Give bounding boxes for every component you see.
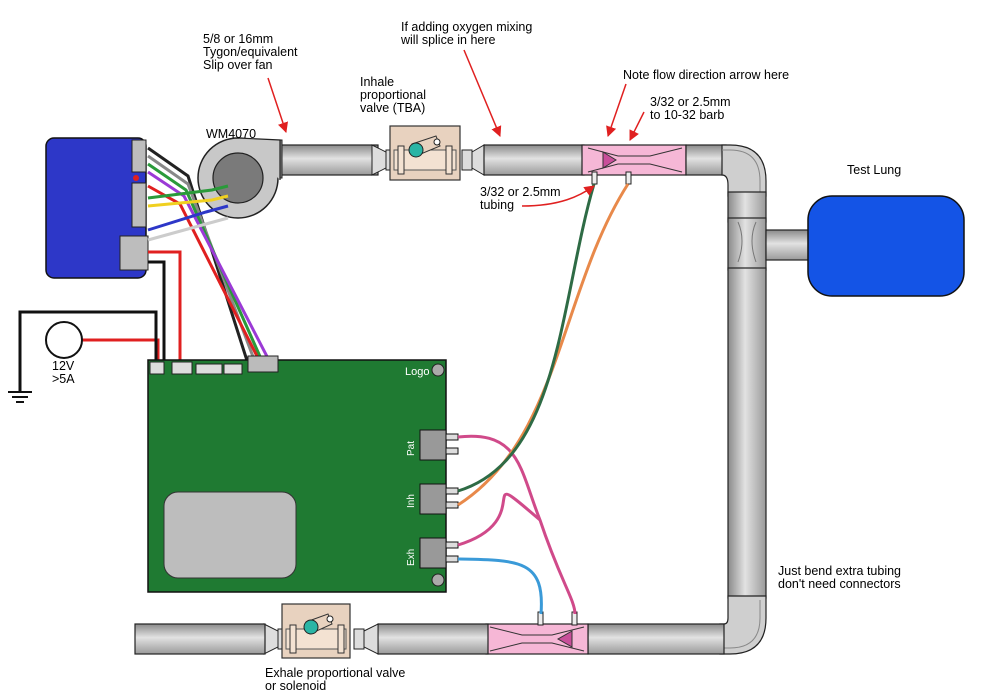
fan-icon bbox=[197, 137, 283, 219]
vertical-tube-lower bbox=[727, 267, 767, 599]
display-cutout bbox=[163, 491, 297, 579]
tubing-size-note: 5/8 or 16mm Tygon/equivalent Slip over f… bbox=[203, 32, 298, 72]
flow-arrow-note: Note flow direction arrow here bbox=[623, 68, 790, 82]
sensor-label-inh: Inh bbox=[406, 494, 417, 508]
exhale-valve-label: Exhale proportional valve or solenoid bbox=[265, 666, 406, 693]
proportional-valve-icon bbox=[281, 603, 351, 659]
ground-icon bbox=[8, 391, 32, 403]
return-tube bbox=[587, 623, 725, 655]
oxygen-mixing-note: If adding oxygen mixing will splice in h… bbox=[401, 20, 533, 47]
test-lung bbox=[807, 195, 965, 297]
bottom-elbow bbox=[719, 595, 767, 655]
inhale-tube bbox=[483, 144, 585, 176]
power-source-icon bbox=[45, 321, 83, 359]
pressure-sensor-icon bbox=[419, 537, 459, 569]
flow-arrow-icon bbox=[602, 151, 617, 169]
screw-icon bbox=[431, 573, 445, 587]
logo-label: Logo bbox=[405, 366, 430, 378]
sense-tubing-note: 3/32 or 2.5mm tubing bbox=[480, 185, 561, 212]
fan-outlet-tube bbox=[269, 144, 379, 176]
exhaust-tube bbox=[134, 623, 266, 655]
test-lung-label: Test Lung bbox=[847, 163, 902, 177]
screw-icon bbox=[431, 363, 445, 377]
motor-driver-board bbox=[45, 137, 149, 279]
exhale-flow-venturi bbox=[485, 611, 589, 655]
bend-tubing-note: Just bend extra tubing don't need connec… bbox=[778, 564, 901, 591]
barb-note: 3/32 or 2.5mm to 10-32 barb bbox=[650, 95, 731, 122]
pneumatic-circuit bbox=[134, 144, 815, 655]
annotation-arrows bbox=[267, 49, 645, 207]
flow-arrow-icon bbox=[556, 630, 573, 648]
lung-connector-tube bbox=[765, 229, 815, 261]
vertical-tube-upper bbox=[727, 191, 767, 223]
inhale-valve-label: Inhale proportional valve (TBA) bbox=[360, 75, 427, 115]
inhale-flow-venturi bbox=[581, 144, 687, 185]
wire-bundle bbox=[147, 146, 276, 371]
sense-tubing bbox=[457, 183, 630, 615]
sensor-label-pat: Pat bbox=[406, 441, 417, 456]
power-label: 12V >5A bbox=[52, 359, 75, 386]
proportional-valve-icon bbox=[389, 125, 461, 181]
fan-model-label: WM4070 bbox=[206, 127, 257, 141]
reducer-fitting bbox=[371, 144, 387, 176]
sensor-label-exh: Exh bbox=[406, 549, 417, 566]
pressure-sensor-icon bbox=[419, 483, 459, 515]
pressure-sensor-icon bbox=[419, 429, 459, 461]
tee-fitting bbox=[727, 217, 767, 271]
